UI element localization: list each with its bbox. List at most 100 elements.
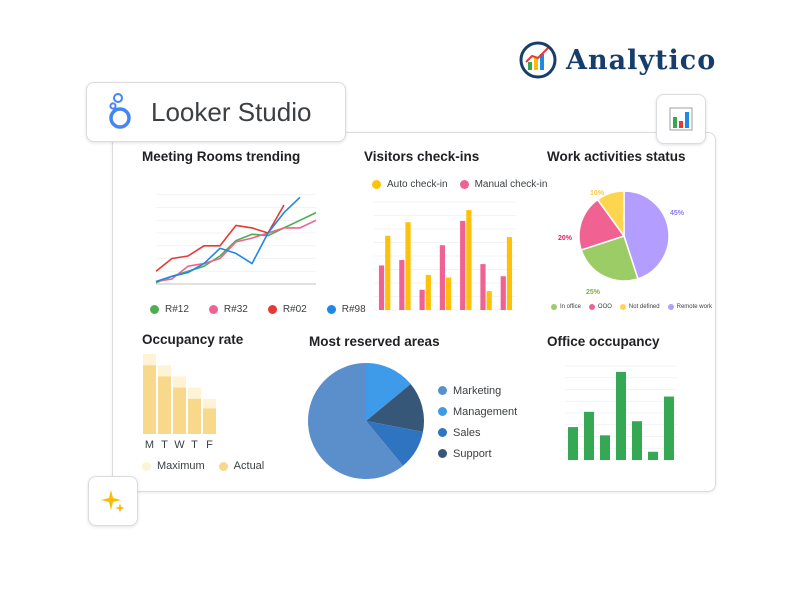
series-line-r02 xyxy=(155,204,285,272)
analytico-brand: Analytico xyxy=(518,38,728,82)
bar-actual xyxy=(143,365,156,434)
pie-slice-management xyxy=(366,363,411,421)
bar-manual xyxy=(378,265,385,310)
chart-type-button[interactable] xyxy=(656,94,706,144)
brand-name: Analytico xyxy=(566,44,717,76)
looker-studio-chip[interactable]: Looker Studio xyxy=(86,82,346,142)
legend-dot-r32 xyxy=(208,305,218,314)
series-line-r98 xyxy=(155,196,301,283)
work-activities-title: Work activities status xyxy=(547,149,686,164)
pie-percent-label: 45% xyxy=(670,210,685,217)
legend-dot-support xyxy=(438,449,447,458)
bar-auto xyxy=(506,237,513,310)
bar-actual xyxy=(173,387,186,434)
legend-item-marketing: Marketing xyxy=(438,380,517,401)
bar-auto xyxy=(385,235,391,310)
pie-slice-marketing xyxy=(308,363,403,479)
app-name: Looker Studio xyxy=(151,96,312,127)
work-activities-chart: 45% 25% 20% 10% xyxy=(558,190,685,296)
bar-actual xyxy=(188,398,201,434)
bar-manual xyxy=(460,220,466,310)
reserved-areas-legend: Marketing Management Sales Support xyxy=(438,380,517,464)
bar-office-occupancy xyxy=(648,451,658,460)
legend-dot-sales xyxy=(438,428,447,437)
legend-label-remote-work: Remote work xyxy=(676,304,712,310)
office-occupancy-title: Office occupancy xyxy=(547,334,660,349)
legend-dot-not-defined xyxy=(619,304,626,310)
bar-auto xyxy=(486,291,492,310)
bar-office-occupancy xyxy=(664,396,674,460)
day-label: T xyxy=(191,439,198,451)
bar-manual xyxy=(439,245,445,310)
pie-percent-label: 20% xyxy=(558,235,573,242)
meeting-rooms-legend: R#12 R#32 R#02 R#98 xyxy=(150,304,366,315)
legend-dot-maximum xyxy=(142,461,151,471)
series-line-r32 xyxy=(155,219,317,283)
bar-auto xyxy=(446,277,452,310)
work-activities-legend: In office OOO Not defined Remote work xyxy=(551,304,712,310)
bar-office-occupancy xyxy=(568,427,578,460)
looker-studio-logo-icon xyxy=(109,93,131,129)
bar-manual xyxy=(500,276,506,310)
day-label: W xyxy=(174,439,185,451)
legend-dot-in-office xyxy=(551,304,557,310)
legend-label-auto: Auto check-in xyxy=(387,179,448,190)
legend-label-r32: R#32 xyxy=(223,304,248,315)
legend-label-manual: Manual check-in xyxy=(474,179,548,190)
day-label: M xyxy=(145,439,154,451)
day-label: T xyxy=(161,439,168,451)
legend-dot-r02 xyxy=(267,305,277,314)
bar-office-occupancy xyxy=(616,371,626,460)
bar-office-occupancy xyxy=(600,435,610,460)
reserved-areas-chart xyxy=(308,363,424,479)
legend-label-actual: Actual xyxy=(233,460,265,472)
analytico-logo-icon xyxy=(519,41,557,79)
legend-dot-r98 xyxy=(326,305,336,314)
legend-label-not-defined: Not defined xyxy=(628,304,660,310)
pie-slice-not-defined xyxy=(596,190,625,239)
legend-label-sales: Sales xyxy=(453,426,481,439)
office-occupancy-chart xyxy=(565,365,677,461)
ai-assist-button[interactable] xyxy=(88,476,138,526)
legend-label-r12: R#12 xyxy=(165,304,189,315)
legend-item-sales: Sales xyxy=(438,422,517,443)
bar-auto xyxy=(425,274,431,310)
visitors-title: Visitors check-ins xyxy=(364,149,480,164)
bar-manual xyxy=(419,289,425,310)
sparkle-icon xyxy=(101,490,125,513)
pie-percent-label: 25% xyxy=(586,289,601,296)
day-label: F xyxy=(206,439,213,451)
occupancy-rate-legend: Maximum Actual xyxy=(142,460,264,472)
legend-label-r98: R#98 xyxy=(341,304,366,315)
pie-slice-support xyxy=(366,384,424,432)
pie-slice-sales xyxy=(366,421,423,466)
bar-actual xyxy=(203,408,216,434)
bar-office-occupancy xyxy=(632,421,642,460)
bar-actual xyxy=(158,376,171,434)
legend-label-in-office: In office xyxy=(560,304,581,310)
visitors-legend: Auto check-in Manual check-in xyxy=(372,179,547,190)
legend-label-management: Management xyxy=(453,405,518,418)
legend-dot-management xyxy=(438,407,447,416)
bar-office-occupancy xyxy=(584,411,594,460)
pie-percent-label: 10% xyxy=(590,190,605,197)
bar-auto xyxy=(466,210,472,310)
legend-dot-marketing xyxy=(438,386,447,395)
legend-label-ooo: OOO xyxy=(597,304,612,310)
visitors-chart xyxy=(374,201,516,311)
legend-item-support: Support xyxy=(438,443,517,464)
pie-slice-ooo xyxy=(578,198,626,251)
bar-auto xyxy=(405,222,411,310)
reserved-areas-title: Most reserved areas xyxy=(309,334,440,349)
legend-dot-auto xyxy=(372,180,381,189)
legend-dot-ooo xyxy=(588,304,595,310)
meeting-rooms-chart xyxy=(155,194,317,285)
legend-label-maximum: Maximum xyxy=(157,460,205,472)
legend-dot-remote-work xyxy=(667,304,674,310)
legend-dot-r12 xyxy=(150,305,159,314)
legend-item-management: Management xyxy=(438,401,517,422)
bar-manual xyxy=(480,264,486,310)
legend-label-support: Support xyxy=(453,447,492,460)
bar-chart-icon xyxy=(669,107,693,131)
